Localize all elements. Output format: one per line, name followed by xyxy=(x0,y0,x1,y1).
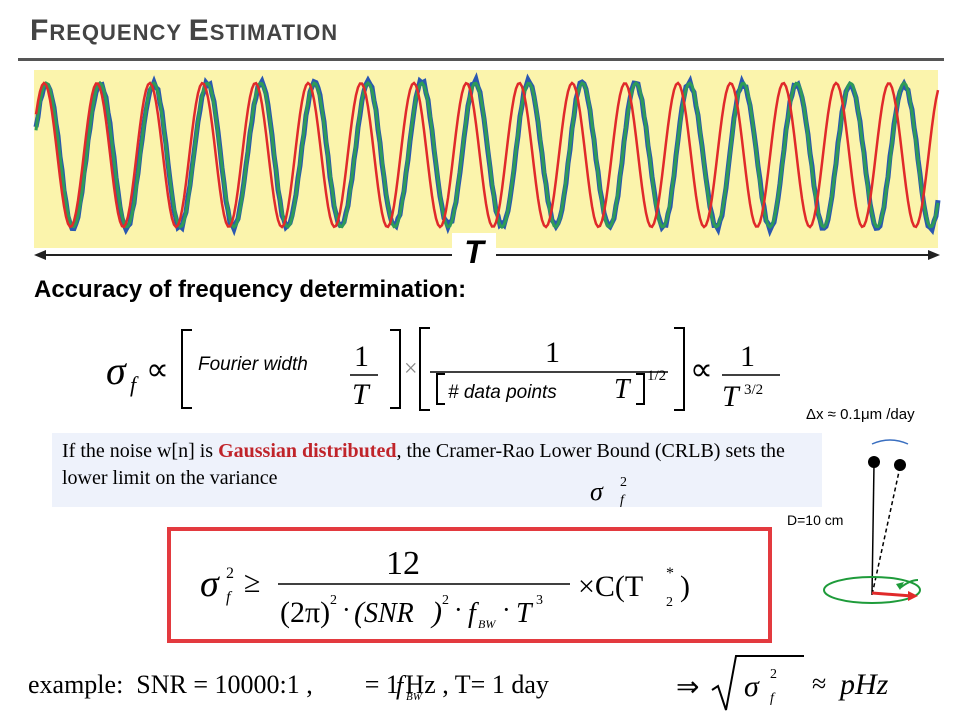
svg-text:2: 2 xyxy=(330,593,337,608)
svg-text:2: 2 xyxy=(620,475,627,490)
bracket-open xyxy=(181,329,192,409)
data-points-label: # data points xyxy=(448,382,557,403)
fbw-symbol: f BW xyxy=(396,671,423,703)
svg-text:SNR: SNR xyxy=(364,598,414,629)
crlb-text: If the noise w[n] is Gaussian distribute… xyxy=(62,440,785,489)
pendulum-bob xyxy=(868,456,880,468)
svg-text:*: * xyxy=(666,565,674,582)
arc-arrow xyxy=(871,439,909,445)
svg-text:): ) xyxy=(680,570,690,603)
svg-text:·: · xyxy=(454,595,463,624)
svg-text:f: f xyxy=(226,589,233,606)
svg-text:σ: σ xyxy=(744,670,760,703)
fraction-numerator: 1 xyxy=(354,340,369,373)
fraction-denominator: T xyxy=(352,378,371,411)
svg-text:(: ( xyxy=(354,596,366,629)
example-line: example: SNR = 10000:1 , = 1 Hz , T= 1 d… xyxy=(28,670,549,699)
svg-text:·: · xyxy=(342,595,351,624)
svg-text:σ: σ xyxy=(590,477,604,506)
bracket-open xyxy=(419,327,430,411)
crlb-formula: σ 2 f ≥ 12 (2π) 2 · ( SNR ) 2 · f BW · T… xyxy=(200,545,690,631)
pendulum-bob xyxy=(894,459,906,471)
title-divider xyxy=(18,58,944,61)
fraction-numerator: 1 xyxy=(545,336,560,369)
exponent: 1/2 xyxy=(647,368,666,384)
proportional-symbol: ∝ xyxy=(146,351,169,387)
svg-text:f: f xyxy=(468,598,479,629)
rotation-ellipse xyxy=(823,576,921,604)
svg-text:BW: BW xyxy=(478,617,496,631)
displacement-label: Δx ≈ 0.1μm /day xyxy=(806,406,915,423)
svg-text:×C(T: ×C(T xyxy=(578,570,643,603)
svg-text:≥: ≥ xyxy=(244,566,260,599)
red-reference-trace xyxy=(34,81,940,229)
fraction-numerator: 1 xyxy=(740,340,755,373)
svg-text:): ) xyxy=(430,596,442,629)
svg-text:BW: BW xyxy=(406,691,423,703)
svg-text:pHz: pHz xyxy=(838,668,889,701)
fourier-width-label: Fourier width xyxy=(198,354,308,375)
svg-text:2: 2 xyxy=(226,565,234,582)
proportionality-formula: σ f ∝ 1 T × 1 T 1/2 ∝ 1 T 3/2 xyxy=(106,327,780,413)
svg-text:12: 12 xyxy=(386,545,420,582)
fraction-denominator: T xyxy=(722,380,741,413)
svg-text:≈: ≈ xyxy=(812,669,826,698)
distance-label: D=10 cm xyxy=(787,512,844,528)
svg-text:f: f xyxy=(620,493,626,508)
svg-text:T: T xyxy=(516,598,534,629)
svg-text:2: 2 xyxy=(442,593,449,608)
svg-text:·: · xyxy=(502,595,511,624)
green-fit-trace xyxy=(34,80,940,230)
variance-symbol: σ 2 f xyxy=(590,475,627,508)
sigma-symbol: σ xyxy=(106,348,127,393)
bracket-close xyxy=(390,329,401,409)
sigma-subscript: f xyxy=(130,372,139,397)
fraction-denominator: T xyxy=(614,374,632,405)
crlb-formula-box xyxy=(167,527,772,643)
svg-text:(2π): (2π) xyxy=(280,596,330,629)
bracket-close xyxy=(636,373,645,405)
times-symbol: × xyxy=(404,356,418,382)
page-title: FREQUENCY ESTIMATION xyxy=(30,14,339,47)
accuracy-heading: Accuracy of frequency determination: xyxy=(34,276,467,303)
crlb-background xyxy=(52,433,822,507)
t-span-label: T xyxy=(452,233,496,271)
svg-text:2: 2 xyxy=(770,667,777,682)
result-expression: ⇒ σ 2 f ≈ pHz xyxy=(676,655,889,711)
svg-text:3: 3 xyxy=(536,593,543,608)
exponent: 3/2 xyxy=(744,382,763,398)
proportional-symbol: ∝ xyxy=(690,351,713,387)
svg-text:σ: σ xyxy=(200,563,220,605)
svg-text:2: 2 xyxy=(666,595,673,610)
waveform-plot xyxy=(33,72,941,260)
svg-text:f: f xyxy=(396,671,407,700)
bracket-close xyxy=(674,327,685,411)
svg-text:⇒: ⇒ xyxy=(676,672,699,703)
svg-text:f: f xyxy=(770,691,776,706)
bracket-open xyxy=(436,373,445,405)
pendulum-diagram xyxy=(823,439,921,604)
